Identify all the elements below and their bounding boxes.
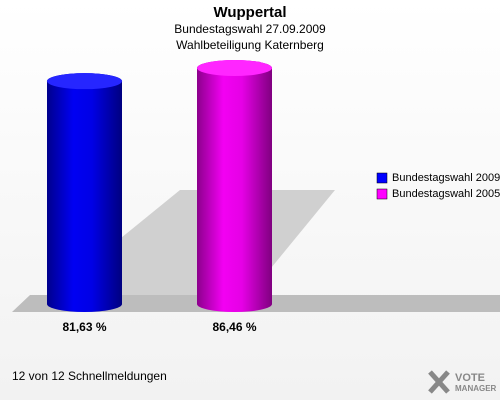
legend-swatch bbox=[376, 172, 388, 184]
legend-label: Bundestagswahl 2009 bbox=[392, 172, 500, 184]
bar-shading bbox=[197, 60, 272, 312]
legend-swatch bbox=[376, 188, 388, 200]
logo-text: MANAGER bbox=[455, 384, 497, 393]
logo-mark bbox=[428, 370, 450, 394]
footnote: 12 von 12 Schnellmeldungen bbox=[12, 369, 167, 383]
logo: VOTE MANAGER bbox=[428, 370, 497, 394]
bar-cap bbox=[47, 73, 122, 90]
chart-title: Wuppertal bbox=[213, 4, 286, 21]
chart-subtitle: Wahlbeteiligung Katernberg bbox=[176, 38, 324, 52]
bar-cap-shade bbox=[197, 60, 272, 76]
bar-cap-shade bbox=[47, 73, 122, 90]
logo-text: VOTE bbox=[455, 372, 485, 384]
bar-cap bbox=[197, 60, 272, 76]
value-label: 81,63 % bbox=[62, 320, 106, 334]
legend-label: Bundestagswahl 2005 bbox=[392, 188, 500, 200]
value-label: 86,46 % bbox=[212, 320, 256, 334]
chart-subtitle: Bundestagswahl 27.09.2009 bbox=[174, 22, 326, 36]
bar-shading bbox=[47, 73, 122, 312]
